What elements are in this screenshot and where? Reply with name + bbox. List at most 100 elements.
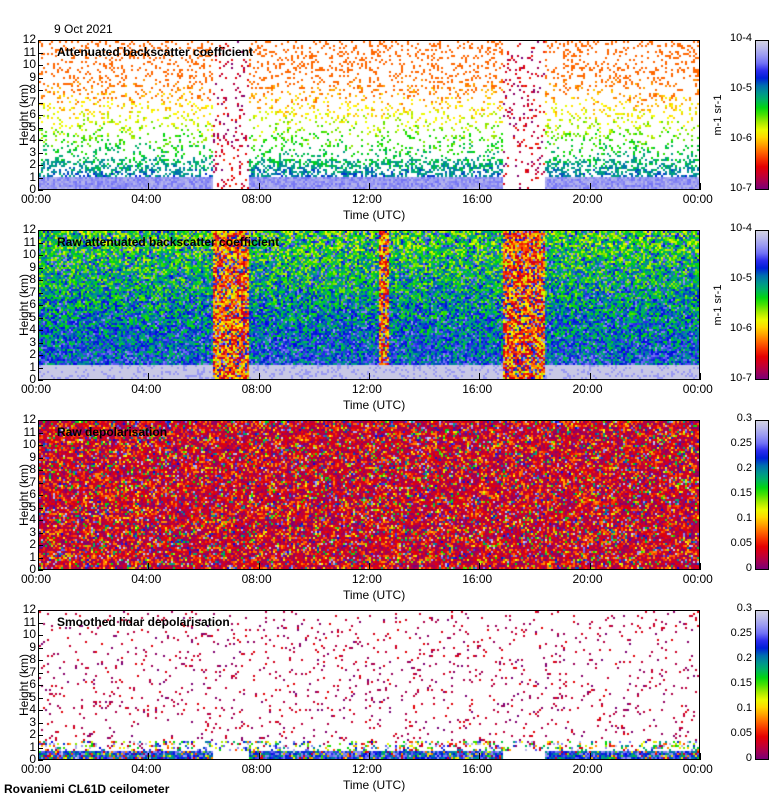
- y-tick: [38, 420, 43, 421]
- colorbar-tick-label: 0.1: [736, 512, 752, 524]
- x-tick: [368, 373, 370, 380]
- y-tick-label: 1: [29, 359, 36, 374]
- y-tick: [38, 152, 43, 154]
- x-tick-label: 00:00: [682, 762, 713, 776]
- x-tick: [148, 183, 150, 190]
- y-tick-label: 6: [29, 677, 36, 691]
- colorbar: [755, 40, 769, 190]
- y-tick-label: 8: [29, 272, 36, 286]
- y-tick-label: 6: [29, 487, 36, 501]
- colorbar-tick-label: 10-6: [729, 132, 752, 144]
- y-tick: [38, 760, 43, 761]
- y-tick-label: 11: [23, 614, 36, 629]
- y-tick-label: 11: [23, 44, 36, 59]
- x-tick: [699, 563, 701, 570]
- y-tick-label: 4: [29, 512, 36, 526]
- x-tick-label: 16:00: [462, 192, 493, 206]
- heatmap-canvas: [39, 41, 699, 189]
- y-tick: [38, 355, 43, 356]
- y-tick: [38, 507, 43, 509]
- y-tick-label: 12: [22, 412, 36, 426]
- y-tick-label: 8: [29, 652, 36, 666]
- colorbar-tick-label: 10-5: [729, 272, 752, 284]
- y-tick: [38, 292, 43, 294]
- y-tick: [38, 735, 43, 736]
- panel-title: Attenuated backscatter coefficient: [57, 45, 254, 59]
- x-tick-label: 20:00: [572, 572, 603, 586]
- x-tick-label: 08:00: [241, 382, 272, 396]
- y-tick-label: 10: [22, 627, 36, 641]
- y-tick: [38, 305, 43, 306]
- y-tick: [38, 570, 43, 571]
- y-tick: [38, 432, 43, 434]
- x-tick-label: 04:00: [131, 192, 162, 206]
- x-tick: [258, 753, 260, 760]
- y-tick-label: 6: [29, 297, 36, 311]
- x-tick: [258, 373, 260, 380]
- y-tick: [38, 90, 43, 91]
- y-tick: [38, 557, 43, 559]
- y-tick: [38, 267, 43, 269]
- y-tick: [38, 445, 43, 446]
- y-tick-label: 2: [29, 537, 36, 551]
- colorbar-tick-label: 0.3: [736, 602, 752, 614]
- y-tick-label: 10: [22, 437, 36, 451]
- x-tick: [479, 183, 481, 190]
- y-tick: [38, 685, 43, 686]
- colorbar-tick-label: 0.1: [736, 702, 752, 714]
- x-tick-label: 08:00: [241, 192, 272, 206]
- y-tick-label: 12: [22, 32, 36, 46]
- y-tick-label: 10: [22, 247, 36, 261]
- x-tick: [368, 183, 370, 190]
- colorbar-tick-label: 0.2: [736, 462, 752, 474]
- x-tick: [479, 373, 481, 380]
- x-tick: [589, 753, 591, 760]
- y-tick-label: 10: [22, 57, 36, 71]
- y-tick: [38, 317, 43, 319]
- y-tick: [38, 255, 43, 256]
- x-tick-label: 20:00: [572, 762, 603, 776]
- y-tick-label: 9: [29, 259, 36, 274]
- y-tick: [38, 532, 43, 534]
- colorbar: [755, 420, 769, 570]
- y-tick: [38, 140, 43, 141]
- x-tick-label: 00:00: [682, 192, 713, 206]
- x-tick-label: 08:00: [241, 762, 272, 776]
- panel-title: Raw attenuated backscatter coefficient: [57, 235, 280, 249]
- y-tick: [38, 545, 43, 546]
- x-tick: [148, 753, 150, 760]
- y-tick-label: 5: [29, 309, 36, 324]
- colorbar-unit: m-1 sr-1: [712, 94, 724, 136]
- colorbar-tick-label: 10-7: [729, 182, 752, 194]
- y-tick-label: 6: [29, 107, 36, 121]
- x-tick: [38, 753, 39, 760]
- x-tick-label: 12:00: [351, 572, 382, 586]
- colorbar-tick-label: 0.2: [736, 652, 752, 664]
- y-tick: [38, 367, 43, 369]
- y-tick: [38, 660, 43, 661]
- heatmap-canvas: [39, 421, 699, 569]
- y-tick-label: 0: [29, 752, 36, 766]
- y-tick: [38, 495, 43, 496]
- x-tick-label: 16:00: [462, 762, 493, 776]
- colorbar-tick-label: 0: [745, 752, 752, 764]
- y-tick: [38, 622, 43, 624]
- y-tick: [38, 647, 43, 649]
- colorbar-tick-label: 10-7: [729, 372, 752, 384]
- x-tick: [589, 183, 591, 190]
- date-label: 9 Oct 2021: [54, 22, 113, 36]
- heatmap-plot: Raw attenuated backscatter coefficient: [38, 230, 700, 380]
- y-tick: [38, 40, 43, 41]
- y-tick-label: 9: [29, 639, 36, 654]
- x-axis-label: Time (UTC): [343, 208, 406, 222]
- y-tick-label: 11: [23, 234, 36, 249]
- heatmap-plot: Raw depolarisation: [38, 420, 700, 570]
- y-tick-label: 0: [29, 562, 36, 576]
- x-tick-label: 20:00: [572, 382, 603, 396]
- x-tick: [368, 563, 370, 570]
- y-tick: [38, 380, 43, 381]
- y-tick: [38, 747, 43, 749]
- x-tick-label: 04:00: [131, 382, 162, 396]
- y-tick-label: 2: [29, 347, 36, 361]
